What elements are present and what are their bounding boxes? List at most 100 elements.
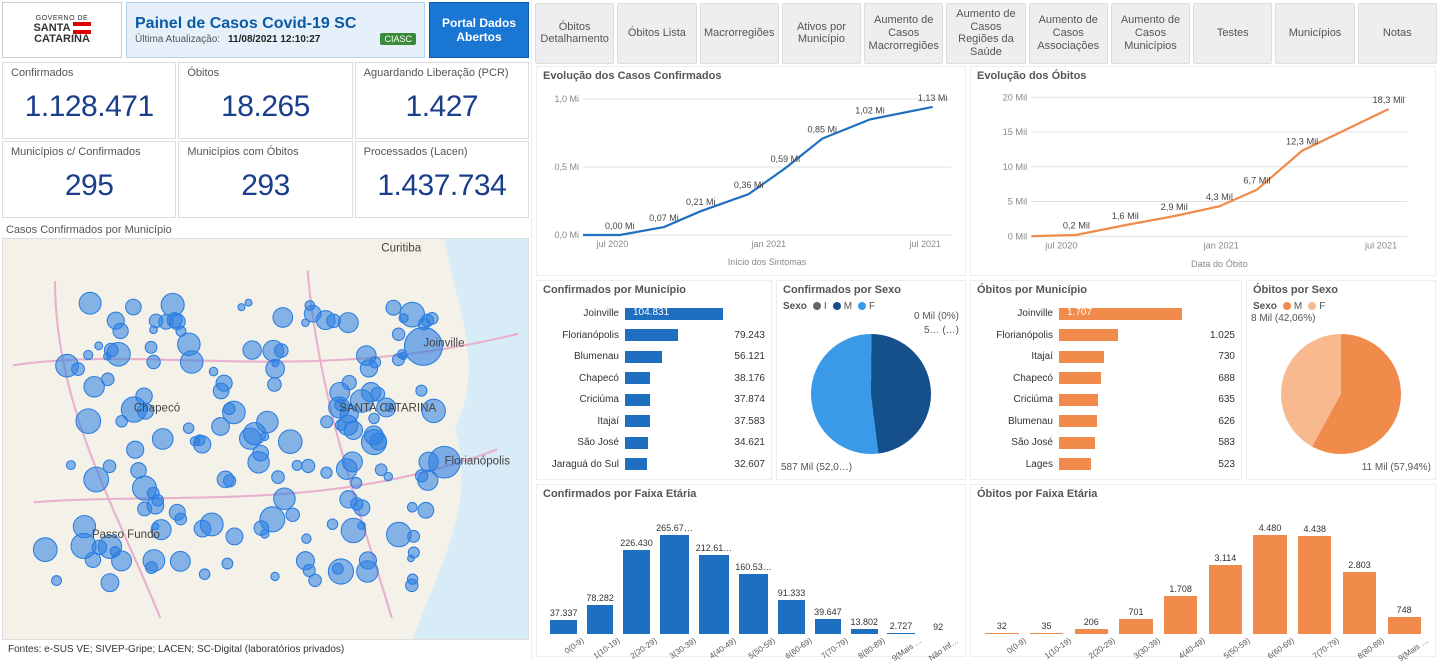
vbar-col[interactable]: 226.430 2(20-29) xyxy=(620,523,653,650)
tab[interactable]: Municípios xyxy=(1275,3,1354,64)
vbar-col[interactable]: 160.53… 5(50-59) xyxy=(735,523,772,650)
open-data-portal-button[interactable]: Portal Dados Abertos xyxy=(429,2,529,58)
hbar-row[interactable]: Itajaí 37.583 xyxy=(543,412,765,430)
svg-text:0,36 Mi: 0,36 Mi xyxy=(734,180,764,190)
chart-deaths-by-sex[interactable]: Óbitos por Sexo SexoMF 11 Mil (57,94%) 8… xyxy=(1246,280,1436,480)
dashboard-title: Painel de Casos Covid-19 SC xyxy=(135,15,416,33)
chart-confirmed-by-city[interactable]: Confirmados por Município Joinville 104.… xyxy=(536,280,772,480)
kpi-label: Óbitos xyxy=(187,67,343,79)
tab[interactable]: Ativos por Município xyxy=(782,3,861,64)
kpi-value: 295 xyxy=(11,158,167,213)
ciasc-badge: CIASC xyxy=(380,33,416,45)
tab[interactable]: Notas xyxy=(1358,3,1437,64)
kpi-card: Confirmados 1.128.471 xyxy=(2,62,176,139)
vbar-col[interactable]: 701 3(30-39) xyxy=(1115,523,1157,650)
vbar-col[interactable]: 206 2(20-29) xyxy=(1070,523,1112,650)
chart-confirmed-evolution[interactable]: Evolução dos Casos Confirmados 0,0 Mi0,5… xyxy=(536,66,966,276)
vbar-col[interactable]: 78.282 1(10-19) xyxy=(583,523,616,650)
kpi-value: 1.437.734 xyxy=(364,158,520,213)
hbar-row[interactable]: Blumenau 626 xyxy=(977,412,1235,430)
kpi-card: Municípios c/ Confirmados 295 xyxy=(2,141,176,218)
vbar-col[interactable]: 4.438 7(70-79) xyxy=(1294,523,1336,650)
chart-confirmed-by-sex[interactable]: Confirmados por Sexo SexoIMF 0 Mil (0%) … xyxy=(776,280,966,480)
svg-text:2,9 Mil: 2,9 Mil xyxy=(1161,202,1188,212)
svg-text:0,07 Mi: 0,07 Mi xyxy=(649,213,679,223)
kpi-label: Municípios com Óbitos xyxy=(187,146,343,158)
hbar-row[interactable]: Criciúma 37.874 xyxy=(543,391,765,409)
vbar-col[interactable]: 35 1(10-19) xyxy=(1026,523,1068,650)
vbar-col[interactable]: 2.803 8(80-89) xyxy=(1339,523,1381,650)
svg-text:Joinville: Joinville xyxy=(423,337,464,349)
svg-text:Passo Fundo: Passo Fundo xyxy=(92,529,160,541)
vbar-col[interactable]: 39.647 7(70-79) xyxy=(811,523,844,650)
vbar-col[interactable]: 265.67… 3(30-39) xyxy=(656,523,693,650)
hbar-row[interactable]: Chapecó 38.176 xyxy=(543,369,765,387)
hbar-row[interactable]: Chapecó 688 xyxy=(977,369,1235,387)
svg-text:SANTA CATARINA: SANTA CATARINA xyxy=(339,403,436,415)
svg-text:jul 2020: jul 2020 xyxy=(1044,241,1077,251)
data-sources: Fontes: e-SUS VE; SIVEP-Gripe; LACEN; SC… xyxy=(2,640,529,659)
dashboard-title-box: Painel de Casos Covid-19 SC Última Atual… xyxy=(126,2,425,58)
svg-text:12,3 Mil: 12,3 Mil xyxy=(1286,137,1318,147)
svg-text:0,85 Mi: 0,85 Mi xyxy=(807,125,837,135)
tab[interactable]: Óbitos Detalhamento xyxy=(535,3,614,64)
tab[interactable]: Testes xyxy=(1193,3,1272,64)
svg-text:10 Mil: 10 Mil xyxy=(1003,162,1028,172)
svg-text:20 Mil: 20 Mil xyxy=(1003,92,1028,102)
hbar-row[interactable]: Joinville 104.831 xyxy=(543,305,765,323)
tab[interactable]: Aumento de Casos Associações xyxy=(1029,3,1108,64)
tab[interactable]: Aumento de Casos Municípios xyxy=(1111,3,1190,64)
svg-text:18,3 Mil: 18,3 Mil xyxy=(1373,95,1405,105)
vbar-col[interactable]: 3.114 5(50-59) xyxy=(1205,523,1247,650)
last-updated: 11/08/2021 12:10:27 xyxy=(228,34,320,45)
hbar-row[interactable]: Jaraguá do Sul 32.607 xyxy=(543,455,765,473)
tab[interactable]: Macrorregiões xyxy=(700,3,779,64)
chart-confirmed-by-age[interactable]: Confirmados por Faixa Etária 37.337 0(0-… xyxy=(536,484,966,657)
kpi-label: Municípios c/ Confirmados xyxy=(11,146,167,158)
kpi-card: Municípios com Óbitos 293 xyxy=(178,141,352,218)
vbar-col[interactable]: 91.333 6(60-69) xyxy=(775,523,808,650)
vbar-col[interactable]: 92 Não Inf… xyxy=(921,523,955,650)
svg-text:jan 2021: jan 2021 xyxy=(751,239,787,249)
kpi-label: Aguardando Liberação (PCR) xyxy=(364,67,520,79)
tab[interactable]: Óbitos Lista xyxy=(617,3,696,64)
svg-text:0,00 Mi: 0,00 Mi xyxy=(605,221,635,231)
vbar-col[interactable]: 37.337 0(0-9) xyxy=(547,523,580,650)
hbar-row[interactable]: Lages 523 xyxy=(977,455,1235,473)
chart-deaths-evolution[interactable]: Evolução dos Óbitos 0 Mil5 Mil10 Mil15 M… xyxy=(970,66,1436,276)
vbar-col[interactable]: 1.708 4(40-49) xyxy=(1160,523,1202,650)
hbar-row[interactable]: Florianópolis 1.025 xyxy=(977,326,1235,344)
hbar-row[interactable]: Itajaí 730 xyxy=(977,348,1235,366)
chart-deaths-by-city[interactable]: Óbitos por Município Joinville 1.707 Flo… xyxy=(970,280,1242,480)
kpi-card: Aguardando Liberação (PCR) 1.427 xyxy=(355,62,529,139)
svg-text:5 Mil: 5 Mil xyxy=(1008,197,1027,207)
svg-text:Chapecó: Chapecó xyxy=(134,403,180,415)
svg-text:1,02 Mi: 1,02 Mi xyxy=(855,105,885,115)
vbar-col[interactable]: 13.802 8(80-89) xyxy=(848,523,881,650)
kpi-label: Confirmados xyxy=(11,67,167,79)
hbar-row[interactable]: Criciúma 635 xyxy=(977,391,1235,409)
kpi-value: 293 xyxy=(187,158,343,213)
cases-map[interactable]: CuritibaJoinvilleChapecóSANTA CATARINAFl… xyxy=(2,238,529,640)
hbar-row[interactable]: São José 583 xyxy=(977,434,1235,452)
hbar-row[interactable]: Florianópolis 79.243 xyxy=(543,326,765,344)
vbar-col[interactable]: 748 9(Mais … xyxy=(1383,523,1425,650)
vbar-col[interactable]: 2.727 9(Mais … xyxy=(884,523,918,650)
svg-text:1,0 Mi: 1,0 Mi xyxy=(554,94,579,104)
svg-text:0,0 Mi: 0,0 Mi xyxy=(554,230,579,240)
svg-text:Data do Óbito: Data do Óbito xyxy=(1191,259,1248,269)
hbar-row[interactable]: São José 34.621 xyxy=(543,434,765,452)
svg-text:1,13 Mi: 1,13 Mi xyxy=(918,93,948,103)
vbar-col[interactable]: 212.61… 4(40-49) xyxy=(696,523,733,650)
svg-text:jul 2021: jul 2021 xyxy=(1364,241,1397,251)
kpi-value: 18.265 xyxy=(187,79,343,134)
svg-text:jan 2021: jan 2021 xyxy=(1203,241,1239,251)
svg-text:1,6 Mil: 1,6 Mil xyxy=(1112,211,1139,221)
vbar-col[interactable]: 4.480 6(60-69) xyxy=(1249,523,1291,650)
tab[interactable]: Aumento de Casos Regiões da Saúde xyxy=(946,3,1025,64)
vbar-col[interactable]: 32 0(0-9) xyxy=(981,523,1023,650)
hbar-row[interactable]: Blumenau 56.121 xyxy=(543,348,765,366)
tab[interactable]: Aumento de Casos Macrorregiões xyxy=(864,3,943,64)
hbar-row[interactable]: Joinville 1.707 xyxy=(977,305,1235,323)
chart-deaths-by-age[interactable]: Óbitos por Faixa Etária 32 0(0-9) 35 1(1… xyxy=(970,484,1436,657)
